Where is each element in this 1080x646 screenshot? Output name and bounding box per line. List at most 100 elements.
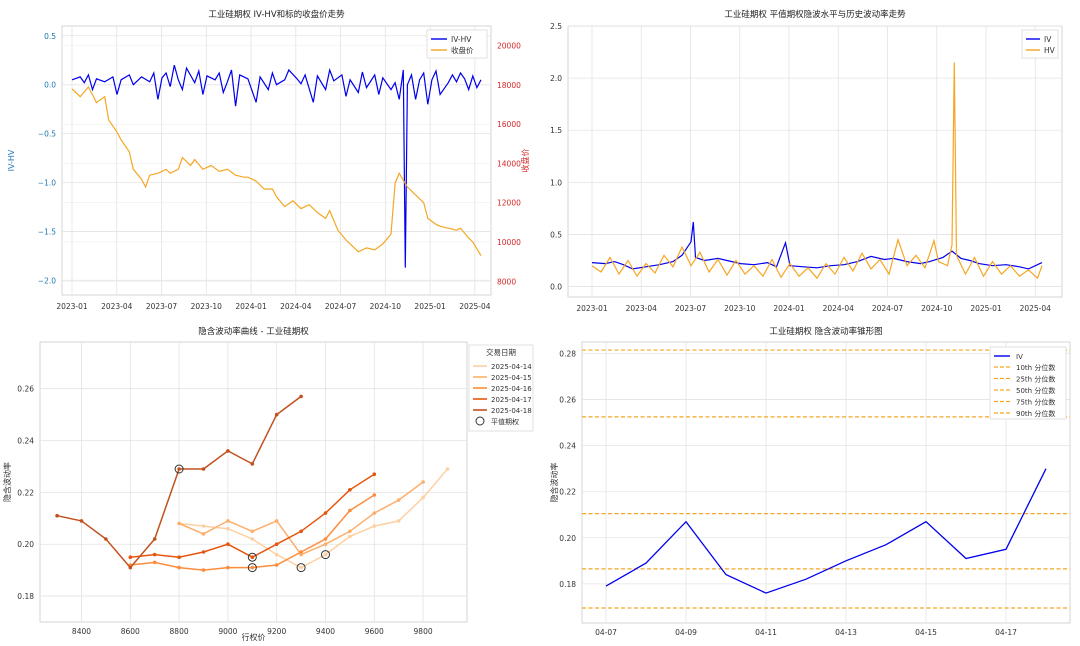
chart3-x-tick: 8600 bbox=[121, 627, 140, 636]
chart3-point bbox=[396, 498, 401, 502]
chart2-x-tick: 2024-04 bbox=[823, 304, 855, 313]
chart4-ylabel: 隐含波动率 bbox=[549, 463, 559, 503]
chart1-y2-tick: 10000 bbox=[497, 238, 521, 247]
chart3-point bbox=[323, 552, 328, 557]
chart3-plot-area bbox=[39, 341, 468, 623]
chart4-title: 工业硅期权 隐含波动率锥形图 bbox=[769, 326, 882, 337]
chart2-series-hv bbox=[591, 62, 1043, 280]
chart3-y-tick: 0.24 bbox=[17, 437, 34, 446]
chart3-point bbox=[421, 495, 425, 500]
chart3-point bbox=[201, 568, 206, 572]
chart3-point bbox=[299, 565, 303, 570]
chart1-y2-tick: 12000 bbox=[497, 199, 521, 208]
chart4-x-tick: 04-07 bbox=[595, 628, 617, 637]
chart1-x-tick: 2023-04 bbox=[101, 302, 133, 311]
chart3-point bbox=[226, 542, 230, 546]
chart2-plot-area bbox=[567, 25, 1063, 298]
chart3-point bbox=[396, 519, 401, 523]
chart1-series-ivhv bbox=[71, 64, 482, 268]
chart1-x-tick: 2023-01 bbox=[56, 302, 88, 311]
chart3-point bbox=[250, 529, 255, 534]
chart4-x-tick: 04-09 bbox=[675, 628, 697, 637]
chart2-x-tick: 2023-04 bbox=[626, 304, 658, 313]
chart3-y-tick: 0.26 bbox=[17, 385, 34, 394]
chart2-legend-label: HV bbox=[1044, 46, 1056, 55]
chart3-legend-label: 2025-04-18 bbox=[491, 407, 532, 415]
chart3-point bbox=[299, 550, 303, 554]
chart2-y-tick: 0.5 bbox=[550, 230, 562, 239]
chart3-point bbox=[226, 526, 230, 531]
chart3-point bbox=[250, 555, 255, 559]
chart1-y2-tick: 14000 bbox=[497, 159, 521, 168]
chart3-point bbox=[152, 552, 157, 557]
chart3-series-line bbox=[179, 468, 449, 569]
chart4-series-iv bbox=[605, 468, 1047, 594]
chart3-point bbox=[152, 560, 157, 565]
chart3-point bbox=[372, 472, 377, 477]
chart2-x-tick: 2023-10 bbox=[724, 304, 756, 313]
chart1-legend bbox=[426, 29, 488, 59]
chart4-x-tick: 04-13 bbox=[835, 628, 857, 637]
chart1-legend-label: 收盘价 bbox=[451, 45, 474, 55]
chart1-x-tick: 2024-10 bbox=[370, 302, 402, 311]
chart3-atm-marker bbox=[247, 563, 257, 573]
chart3-legend-marker bbox=[475, 416, 485, 426]
chart3-point bbox=[104, 537, 108, 541]
chart2-x-tick: 2025-01 bbox=[970, 304, 1002, 313]
chart2-x-tick: 2024-07 bbox=[872, 304, 904, 313]
chart3-point bbox=[226, 519, 230, 523]
chart2-y-tick: 2.0 bbox=[550, 74, 562, 83]
chart3-point bbox=[348, 529, 352, 534]
chart3: 8400 8600 8800 9000 9200 9400 9600 9800 0.26 0.24… bbox=[2, 326, 534, 642]
chart1-y2-tick: 8000 bbox=[497, 277, 516, 286]
chart2-x-tick: 2023-07 bbox=[675, 304, 707, 313]
chart2-x-tick: 2024-10 bbox=[921, 304, 953, 313]
chart1-y-tick: −2.0 bbox=[38, 276, 56, 285]
chart2-x-tick: 2024-01 bbox=[773, 304, 805, 313]
chart3-point bbox=[421, 480, 425, 484]
chart3-point bbox=[274, 552, 279, 557]
chart3-point bbox=[152, 537, 157, 541]
chart2-legend bbox=[1021, 29, 1059, 59]
chart1-x-tick: 2025-01 bbox=[414, 302, 446, 311]
chart3-atm-marker bbox=[174, 464, 184, 474]
chart3-point bbox=[177, 521, 181, 526]
chart3-atm-marker bbox=[321, 550, 330, 560]
chart3-point bbox=[55, 513, 59, 518]
chart3-x-tick: 8800 bbox=[170, 627, 189, 636]
chart1-title: 工业硅期权 IV-HV和标的收盘价走势 bbox=[208, 9, 345, 20]
chart3-y-tick: 0.22 bbox=[17, 488, 34, 497]
chart2-legend-label: IV bbox=[1044, 35, 1052, 44]
chart4-x-tick: 04-11 bbox=[755, 628, 777, 637]
chart1-y2-tick: 18000 bbox=[497, 81, 521, 90]
chart3-ylabel: 隐含波动率 bbox=[2, 462, 12, 502]
chart3-point bbox=[226, 565, 230, 570]
chart3-x-tick: 9600 bbox=[365, 627, 384, 636]
chart1-y-tick: −0.5 bbox=[38, 130, 56, 139]
chart3-point bbox=[445, 467, 450, 471]
chart4-legend-label: 50th 分位数 bbox=[1016, 386, 1055, 395]
chart2-series-iv bbox=[591, 221, 1043, 270]
chart3-legend-title: 交易日期 bbox=[486, 347, 516, 357]
chart3-legend-label: 2025-04-14 bbox=[491, 363, 532, 371]
chart1-y-tick: −1.5 bbox=[38, 227, 56, 236]
chart3-point bbox=[201, 467, 206, 471]
chart4-legend-label: 90th 分位数 bbox=[1016, 409, 1055, 418]
chart4-y-tick: 0.22 bbox=[559, 488, 576, 497]
chart3-point bbox=[274, 563, 279, 567]
chart3-xlabel: 行权价 bbox=[242, 632, 266, 642]
chart3-x-tick: 9200 bbox=[267, 627, 286, 636]
chart3-point bbox=[372, 493, 377, 497]
chart1-y2-tick: 16000 bbox=[497, 120, 521, 129]
chart4-x-tick: 04-17 bbox=[995, 628, 1017, 637]
chart3-point bbox=[323, 537, 328, 541]
chart3-point bbox=[79, 519, 84, 523]
chart3-legend-label: 2025-04-15 bbox=[491, 374, 532, 382]
chart2-x-tick: 2025-04 bbox=[1020, 304, 1052, 313]
chart4-x-tick: 04-15 bbox=[915, 628, 937, 637]
chart3-point bbox=[177, 467, 181, 471]
chart3-point bbox=[299, 552, 303, 557]
chart2-y-tick: 2.5 bbox=[550, 22, 562, 31]
chart3-y-tick: 0.18 bbox=[17, 592, 34, 601]
chart3-point bbox=[299, 529, 303, 534]
